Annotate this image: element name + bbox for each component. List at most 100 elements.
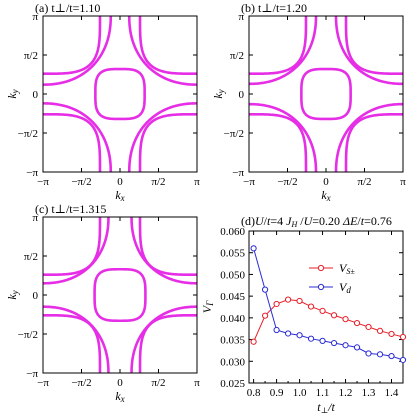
x-tick-label: 1.1: [316, 387, 330, 399]
data-point: [284, 330, 292, 337]
fermi-panel-a: −π−π −π/2 −π/2 0 0 π/2 π/2 π π kx ky (a) t⊥/t=1.10: [5, 1, 200, 203]
x-tick-label: π/2: [357, 176, 371, 188]
fermi-pocket-center: [300, 67, 352, 121]
x-tick-label: π/2: [151, 176, 165, 188]
x-tick-label: 0: [117, 377, 123, 389]
corner-band-1: [249, 16, 308, 76]
line-chart: 0.8 0.9 1.0 1.1 1.2 1.3 1.4 0.025 0.030 0.035 0.04…: [200, 214, 407, 415]
x-tick-label: −π: [243, 176, 255, 188]
panel-frame: [248, 15, 404, 173]
y-tick-label: −π: [26, 368, 38, 380]
legend-marker: [317, 283, 325, 291]
data-point: [399, 333, 407, 341]
x-axis-title: kx: [115, 188, 124, 203]
panel-label: (a) t⊥/t=1.10: [35, 1, 100, 15]
data-point: [365, 323, 372, 331]
x-tick-label: π/2: [151, 377, 165, 389]
corner-band-0: [344, 16, 403, 76]
x-tick-label: −π/2: [71, 377, 91, 389]
fermi-curves: [249, 16, 403, 172]
y-tick-label: 0.025: [220, 378, 245, 390]
y-axis-title: VΓ: [200, 300, 215, 313]
x-tick-label: −π/2: [71, 176, 91, 188]
y-tick-label: 0.035: [220, 335, 245, 347]
data-point: [250, 338, 257, 345]
y-tick-label: −π: [232, 167, 244, 179]
corner-pocket-3: [43, 305, 110, 373]
y-tick-label: 0.030: [220, 356, 245, 368]
y-tick-label: π: [32, 212, 38, 224]
data-point: [388, 352, 395, 360]
x-tick-label: 1.2: [339, 387, 353, 399]
data-point: [388, 330, 395, 338]
legend-label: Vd: [339, 280, 351, 295]
y-axis-title: ky: [5, 290, 20, 299]
corner-pocket-1: [249, 16, 318, 86]
data-point: [342, 316, 349, 323]
corner-band-1: [43, 217, 102, 277]
data-point: [319, 307, 326, 315]
y-tick-label: 0: [239, 89, 245, 101]
y-tick-label: −π/2: [224, 128, 244, 140]
panel-frame: [42, 216, 198, 374]
y-tick-label: π/2: [230, 50, 244, 62]
data-point: [376, 327, 384, 334]
data-point: [330, 312, 338, 319]
x-tick-label: −π: [37, 176, 49, 188]
legend: VS± Vd: [309, 261, 355, 295]
x-axis-title: kx: [321, 188, 330, 203]
data-point: [261, 312, 269, 319]
series-d: [250, 245, 407, 364]
x-tick-label: 0: [117, 176, 123, 188]
fermi-curves: [43, 16, 197, 172]
data-point: [261, 286, 269, 293]
data-point: [342, 342, 349, 349]
legend-marker: [317, 264, 325, 272]
x-tick-label: 0.9: [270, 387, 284, 399]
data-point: [376, 351, 384, 358]
y-tick-label: 0.045: [220, 291, 245, 303]
y-tick-label: 0: [33, 89, 39, 101]
y-tick-label: −π/2: [18, 128, 38, 140]
corner-pocket-1: [43, 16, 113, 86]
y-tick-label: 0.055: [220, 248, 245, 260]
y-tick-label: −π/2: [18, 329, 38, 341]
data-point: [353, 344, 361, 351]
corner-band-3: [249, 112, 308, 172]
corner-pocket-1: [43, 217, 110, 285]
corner-pocket-3: [43, 102, 113, 172]
x-tick-label: π: [194, 377, 200, 389]
x-tick-label: 1.3: [362, 387, 376, 399]
chart-frame: [248, 230, 404, 384]
chart-title: (d)U/t=4 JH /U=0.20 ΔE/t=0.76: [241, 214, 392, 229]
y-axis-title: ky: [211, 89, 226, 98]
panel-label: (c) t⊥/t=1.315: [35, 202, 106, 216]
panel-frame: [42, 15, 198, 173]
corner-pocket-3: [249, 102, 318, 172]
y-tick-label: 0: [33, 290, 39, 302]
fermi-curves: [43, 217, 197, 373]
data-point: [250, 245, 257, 252]
data-point: [273, 326, 280, 334]
corner-band-3: [43, 313, 102, 373]
y-tick-label: π/2: [24, 251, 38, 263]
data-point: [330, 339, 338, 347]
data-point: [307, 335, 315, 342]
x-tick-label: π: [400, 176, 406, 188]
data-point: [284, 296, 292, 303]
x-tick-label: −π/2: [277, 176, 297, 188]
data-point: [365, 350, 372, 357]
y-tick-label: 0.060: [220, 226, 245, 238]
x-tick-label: π: [194, 176, 200, 188]
x-tick-label: 0.8: [247, 387, 261, 399]
data-point: [319, 337, 326, 344]
x-tick-label: 0: [323, 176, 329, 188]
x-axis-title: t⊥/t: [317, 400, 335, 415]
y-tick-label: 0.050: [220, 269, 245, 281]
x-tick-label: −π: [37, 377, 49, 389]
fermi-pocket-center: [93, 267, 147, 323]
data-point: [273, 300, 280, 308]
data-point: [399, 356, 407, 364]
x-axis-title: kx: [115, 389, 124, 404]
x-tick-label: 1.0: [293, 387, 307, 399]
